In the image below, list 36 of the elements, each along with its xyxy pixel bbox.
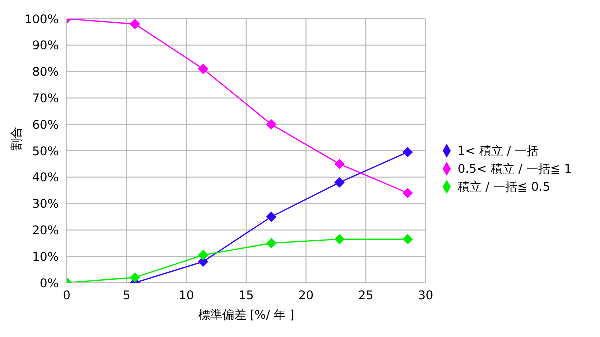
y-tick-label: 40% bbox=[32, 170, 59, 185]
y-tick-label: 30% bbox=[32, 197, 59, 212]
point bbox=[198, 64, 208, 74]
point bbox=[130, 19, 140, 30]
point bbox=[334, 159, 345, 170]
point bbox=[402, 188, 413, 198]
y-tick-label: 0% bbox=[40, 276, 59, 290]
x-tick-label: 0 bbox=[63, 288, 71, 303]
x-tick-label: 15 bbox=[238, 288, 254, 303]
point bbox=[402, 234, 413, 244]
legend-label: 0.5< 積立 / 一括≦ 1 bbox=[458, 162, 572, 176]
x-tick-label: 10 bbox=[178, 288, 194, 303]
point bbox=[266, 212, 277, 222]
y-tick-label: 70% bbox=[32, 91, 59, 106]
y-tick-label: 60% bbox=[32, 118, 59, 132]
x-tick-label: 5 bbox=[122, 288, 131, 303]
x-tick-label: 25 bbox=[358, 288, 374, 303]
y-tick-label: 20% bbox=[32, 223, 59, 238]
legend-label: 積立 / 一括≦ 0.5 bbox=[458, 180, 550, 194]
y-tick-label: 80% bbox=[32, 65, 59, 80]
y-tick-label: 100% bbox=[24, 12, 59, 26]
y-tick-label: 10% bbox=[32, 250, 59, 264]
y-axis-title: 割合 bbox=[9, 127, 24, 151]
point bbox=[334, 178, 345, 188]
point bbox=[334, 234, 345, 244]
x-tick-label: 30 bbox=[418, 288, 434, 303]
point bbox=[198, 250, 208, 260]
y-tick-label: 90% bbox=[32, 38, 59, 53]
x-tick-label: 20 bbox=[298, 288, 314, 303]
legend-label: 1< 積立 / 一括 bbox=[458, 144, 540, 158]
point bbox=[402, 147, 413, 158]
point bbox=[266, 120, 277, 130]
point bbox=[130, 272, 140, 283]
point bbox=[266, 238, 277, 248]
x-axis-title: 標準偏差 [%/ 年 ] bbox=[198, 308, 295, 322]
y-tick-label: 50% bbox=[32, 144, 59, 158]
